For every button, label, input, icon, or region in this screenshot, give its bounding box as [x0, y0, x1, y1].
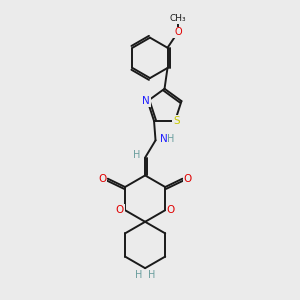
Text: CH₃: CH₃ [169, 14, 186, 23]
Text: O: O [167, 205, 175, 215]
Text: H: H [133, 150, 140, 160]
Text: N: N [142, 96, 150, 106]
Text: O: O [116, 205, 124, 215]
Text: O: O [174, 27, 182, 37]
Text: O: O [98, 174, 106, 184]
Text: H: H [148, 270, 155, 280]
Text: H: H [167, 134, 175, 144]
Text: O: O [184, 174, 192, 184]
Text: H: H [135, 270, 142, 280]
Text: S: S [173, 116, 180, 126]
Text: N: N [160, 134, 168, 144]
